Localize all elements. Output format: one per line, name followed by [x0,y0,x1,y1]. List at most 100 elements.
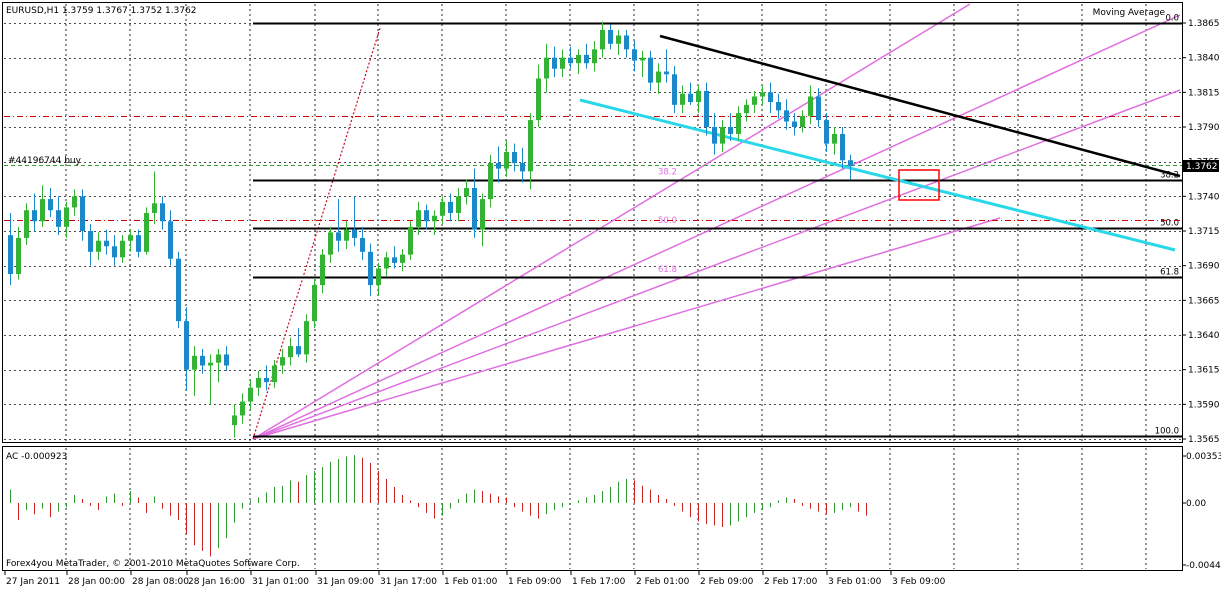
candle-body [336,232,341,241]
candle [600,21,605,58]
candle-body [120,240,125,258]
fib-level-label: 61.8 [1160,268,1179,278]
candle [536,64,541,127]
fan-line [252,3,971,440]
candle-body [256,377,261,388]
candle [48,188,53,218]
candle-body [792,121,797,127]
candle-body [688,93,693,103]
candle [80,189,85,241]
fib-mid-label: 50.0 [658,216,677,226]
candle-body [288,346,293,358]
candle [120,235,125,263]
candle-body [152,203,157,213]
indicator-tick-label: 0.00353 [1186,452,1221,462]
candle [632,41,637,72]
time-tick-label: 1 Feb 01:00 [444,577,498,587]
candle-body [248,387,253,402]
main-panel-frame [2,2,1183,443]
candle-body [368,251,373,286]
candle-body [184,321,189,370]
time-tick-label: 28 Jan 16:00 [188,577,245,587]
time-tick-label: 1 Feb 17:00 [572,577,626,587]
candle [192,346,197,397]
time-axis: 27 Jan 2011 28 Jan 00:00 28 Jan 08:00 28 Ja… [4,571,946,587]
black-trend-line [659,34,1181,178]
candle [552,46,557,78]
candle-body [192,355,197,370]
candle-body [488,163,493,200]
copyright-label: Forex4you MetaTrader, © 2001-2010 MetaQu… [6,559,300,569]
candle [464,179,469,205]
candle-body [432,215,437,222]
candle [504,140,509,177]
candle [816,88,821,127]
candle-body [320,254,325,286]
candle-body [392,257,397,263]
trend-lines[interactable] [579,34,1181,252]
candle-body [240,401,245,416]
candle [792,113,797,136]
candle-body [232,415,237,426]
candle [784,99,789,130]
candle-body [592,49,597,64]
fibonacci-fan[interactable] [252,3,1181,440]
candle-body [376,268,381,286]
candle [40,185,45,227]
candle [728,113,733,141]
candle-body [712,127,717,144]
candle [440,196,445,225]
candle-body [848,160,853,166]
candle [392,246,397,269]
candle [288,337,293,366]
time-tick-label: 2 Feb 09:00 [700,577,754,587]
time-tick-label: 27 Jan 2011 [6,577,60,587]
price-tick-label: 1.3815 [1188,88,1220,98]
time-tick-label: 3 Feb 01:00 [828,577,882,587]
candle-body [736,113,741,134]
fan-line [252,14,1181,440]
fibonacci-retracement[interactable]: 0.0 38.2 50.0 61.8 100.0 38.2 50.0 61.8 [4,14,1182,438]
candle [776,93,781,119]
candle-body [112,246,117,258]
fib-level-label: 0.0 [1165,14,1179,24]
candle-body [648,57,653,83]
candle [712,113,717,155]
price-tick-label: 1.3790 [1188,123,1220,133]
candle [520,147,525,183]
candle-body [816,96,821,121]
time-tick-label: 31 Jan 17:00 [380,577,437,587]
candle [344,221,349,250]
candle-body [624,35,629,50]
candle [672,65,677,114]
indicator-name-label: Moving Average [1093,8,1166,18]
candle [592,41,597,72]
candle [136,229,141,258]
candle [256,371,261,397]
candle [736,106,741,141]
candle-body [176,258,181,322]
candle-body [752,96,757,105]
candle-body [480,199,485,230]
candle-body [528,120,533,172]
price-tick-label: 1.3740 [1188,192,1220,202]
price-tick-label: 1.3665 [1188,296,1220,306]
price-tick-label: 1.3715 [1188,227,1220,237]
cyan-channel-line [579,98,1176,252]
candle [280,348,285,374]
candle-body [280,357,285,366]
candle-body [136,235,141,252]
candle [112,235,117,266]
candle [568,46,573,69]
candle [232,404,237,438]
candle-body [40,199,45,222]
current-price-tag: 1.3762 [1183,160,1219,172]
symbol-label: EURUSD,H1 1.3759 1.3767 1.3752 1.3762 [6,6,197,16]
candle-body [48,199,53,211]
candle [128,229,133,252]
candle-body [728,127,733,134]
candle [560,49,565,78]
candle [528,113,533,190]
candle [240,393,245,424]
